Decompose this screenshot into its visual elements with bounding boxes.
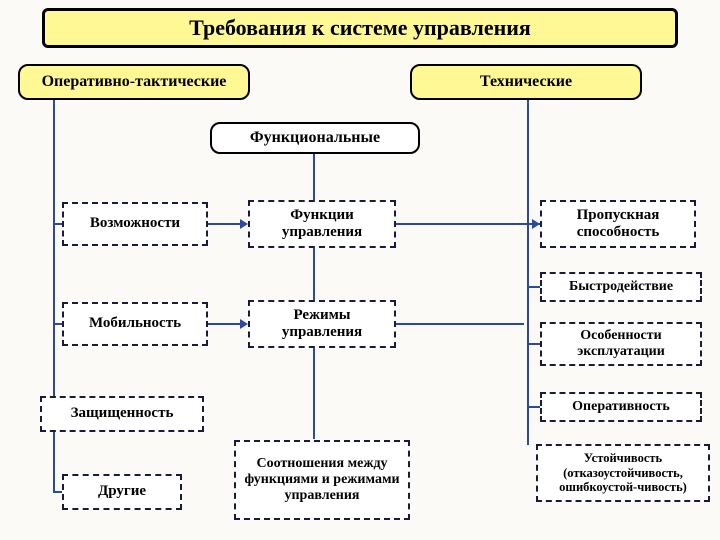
right-box-0-text: Пропускная способность [548, 207, 688, 242]
conn-l0 [55, 223, 62, 225]
right-box-3-text: Оперативность [572, 399, 670, 415]
right-box-1-text: Быстродействие [569, 279, 673, 295]
arrow-l-m-0-head [240, 219, 248, 229]
left-box-3-text: Другие [98, 483, 146, 500]
category-right-text: Технические [480, 73, 572, 91]
left-box-2: Защищенность [40, 396, 204, 432]
arrow-l-m-1 [208, 323, 242, 325]
conn-r1 [529, 286, 540, 288]
arrow-l-m-1-head [240, 319, 248, 329]
category-left: Оперативно-тактические [18, 64, 250, 100]
arrow-l-m-0 [208, 223, 242, 225]
spine-right [527, 100, 529, 445]
left-box-3: Другие [62, 474, 182, 510]
category-left-text: Оперативно-тактические [42, 73, 227, 91]
right-box-1: Быстродействие [540, 272, 702, 302]
right-box-4: Устойчивость (отказоустойчивость, ошибко… [536, 444, 710, 502]
conn-l1 [55, 323, 62, 325]
title-box: Требования к системе управления [42, 8, 678, 48]
mid-box-2: Соотношения между функциями и режимами у… [234, 440, 410, 520]
mid-box-1: Режимы управления [248, 300, 396, 348]
spine-left [53, 100, 55, 493]
left-box-2-text: Защищенность [71, 405, 174, 422]
right-box-2-text: Особенности эксплуатации [548, 328, 694, 360]
left-box-0-text: Возможности [90, 215, 180, 232]
right-box-4-text: Устойчивость (отказоустойчивость, ошибко… [544, 451, 702, 494]
left-box-1-text: Мобильность [89, 315, 181, 332]
arrow-m-r-0 [396, 223, 534, 225]
left-box-1: Мобильность [62, 302, 208, 346]
right-box-3: Оперативность [540, 392, 702, 422]
right-box-0: Пропускная способность [540, 200, 696, 248]
right-box-2: Особенности эксплуатации [540, 322, 702, 366]
mid-box-2-text: Соотношения между функциями и режимами у… [242, 456, 402, 504]
conn-l3 [55, 491, 62, 493]
arrow-m-r-1 [396, 323, 524, 325]
title-text: Требования к системе управления [189, 15, 531, 40]
category-right: Технические [410, 64, 642, 100]
mid-box-0: Функции управления [248, 200, 396, 248]
mid-box-1-text: Режимы управления [256, 307, 388, 342]
conn-r3 [529, 406, 540, 408]
category-middle: Функциональные [210, 122, 420, 154]
spine-mid [313, 154, 315, 439]
conn-r2 [529, 343, 540, 345]
left-box-0: Возможности [62, 202, 208, 246]
category-middle-text: Функциональные [250, 129, 380, 147]
mid-box-0-text: Функции управления [256, 207, 388, 242]
arrow-m-r-0-head [532, 219, 540, 229]
